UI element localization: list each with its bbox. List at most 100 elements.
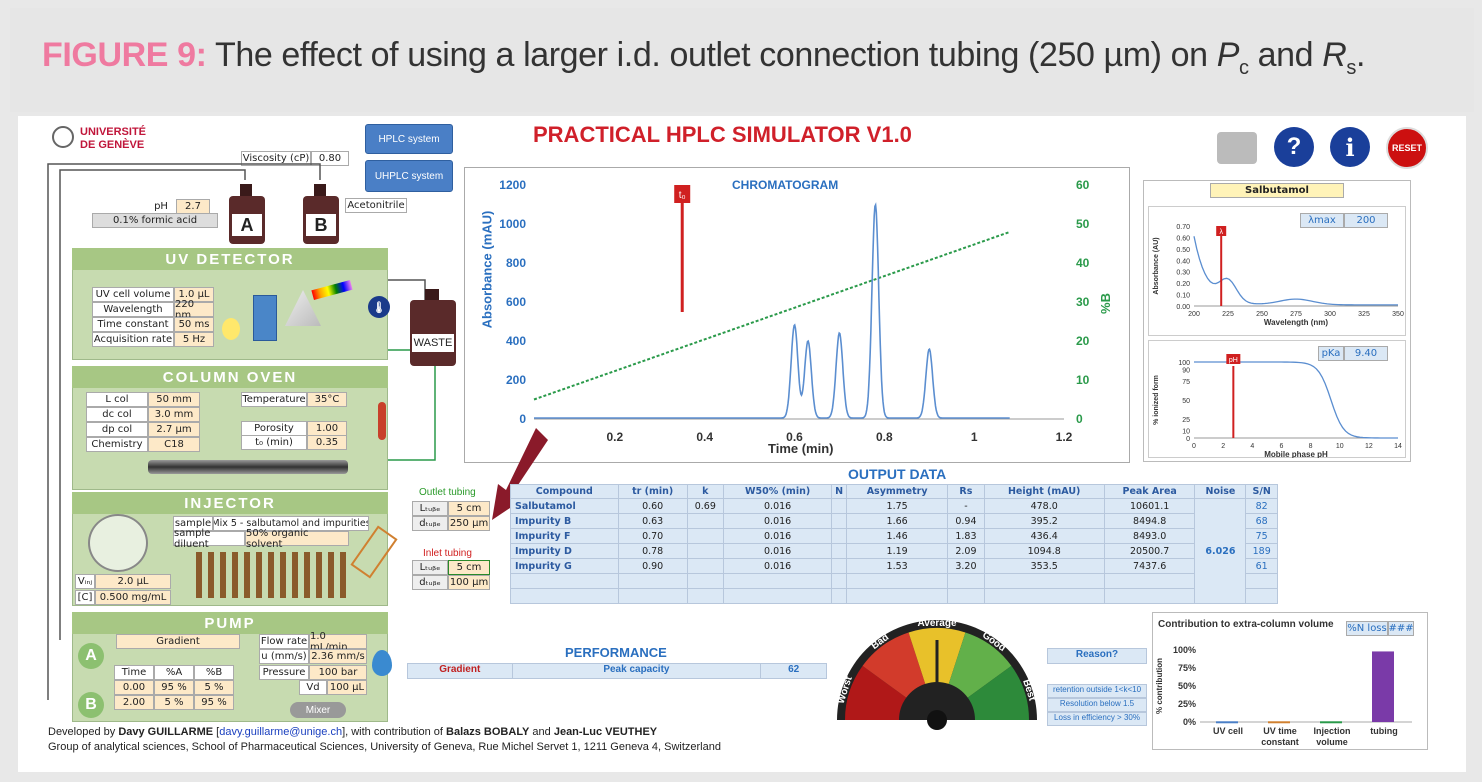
help-icon[interactable]: ?: [1274, 127, 1314, 167]
reason-box: Reason? retention outside 1<k<10 Resolutio…: [1047, 648, 1147, 726]
diluent-value[interactable]: 50% organic solvent: [245, 528, 349, 550]
output-header-cell: W50% (min): [722, 484, 833, 499]
y2-tick-label: 40: [1076, 256, 1090, 270]
gradient-cell[interactable]: 95 %: [194, 695, 234, 710]
gradient-row: 0.00 95 % 5 %: [114, 680, 234, 695]
uv-param-value[interactable]: 5 Hz: [174, 332, 214, 347]
inlet-d-value[interactable]: 100 µm: [448, 575, 490, 590]
sn-cell: 68: [1245, 513, 1278, 529]
y-tick-label: 0: [519, 412, 526, 426]
mixer-label: Mixer: [290, 702, 346, 718]
extra-cat-label: Injection: [1313, 726, 1350, 736]
bottle-b-label: B: [306, 214, 336, 236]
vd-value[interactable]: 100 µL: [327, 680, 367, 695]
output-cell: [947, 573, 985, 589]
uhplc-system-button[interactable]: UHPLC system: [365, 160, 453, 192]
output-cell: 1.53: [845, 558, 949, 574]
flow-value[interactable]: 1.0 mL/min: [309, 631, 367, 653]
extra-column-chart: 0% 25% 50% 75% 100% % contribution UV cell UV t…: [1155, 645, 1412, 747]
output-row: Impurity G 0.90 0.016 1.53 3.20 353.5 7437.6 61: [510, 558, 1278, 574]
injection-valve-icon[interactable]: [88, 514, 148, 572]
uv-param-label: Acquisition rate: [92, 332, 174, 347]
solvent-b-desc[interactable]: Acetonitrile: [345, 198, 407, 213]
viscosity-value[interactable]: 0.80: [311, 151, 349, 166]
affiliation-line: Group of analytical sciences, School of …: [48, 741, 721, 753]
nloss-label: %N loss: [1346, 621, 1388, 636]
pump-mode[interactable]: Gradient: [116, 634, 240, 649]
ph-value[interactable]: 2.7: [176, 199, 210, 214]
uv-detector-title: UV DETECTOR: [72, 248, 388, 270]
channel-a-badge: A: [78, 643, 104, 669]
temperature-value[interactable]: 35°C: [307, 392, 347, 407]
y-tick-label: 400: [506, 334, 526, 348]
conc-label: [C]: [75, 590, 95, 605]
output-cell: 478.0: [983, 498, 1105, 514]
uv-param-value[interactable]: 50 ms: [174, 317, 214, 332]
gradient-cell[interactable]: 5 %: [154, 695, 194, 710]
gauge-label: Average: [917, 618, 957, 629]
t0-label: t₀: [679, 190, 686, 201]
output-cell: Impurity G: [510, 558, 619, 574]
gradient-cell[interactable]: 0.00: [114, 680, 154, 695]
output-data-table: Compound tr (min) k W50% (min) N Asymmetry Rs H…: [510, 484, 1278, 604]
uv-param-value[interactable]: 1.0 µL: [174, 287, 214, 302]
outlet-l-value[interactable]: 5 cm: [448, 501, 490, 516]
outlet-d-value[interactable]: 250 µm: [448, 516, 490, 531]
column-param-value[interactable]: 2.7 µm: [148, 422, 200, 437]
column-param-value[interactable]: 50 mm: [148, 392, 200, 407]
y-tick-label: 1000: [499, 217, 526, 231]
bottle-b-cap: [314, 184, 326, 196]
extra-bar: [1216, 721, 1238, 724]
output-cell: 395.2: [983, 513, 1105, 529]
y-tick-label: 1200: [499, 178, 526, 192]
compound-name[interactable]: Salbutamol: [1210, 183, 1344, 198]
waste-cap: [425, 289, 439, 301]
output-cell: [686, 543, 724, 559]
inlet-l-value[interactable]: 5 cm: [448, 560, 490, 575]
email-link[interactable]: davy.guillarme@unige.ch: [219, 726, 343, 738]
output-cell: [686, 558, 724, 574]
spec-trace: [1193, 236, 1399, 306]
extra-bar: [1320, 721, 1342, 724]
waste-bottle: [410, 300, 456, 366]
extra-bar: [1268, 721, 1290, 724]
arrow-indicator: [492, 428, 548, 520]
gauge-segment: [967, 665, 1029, 720]
output-cell: 0.016: [722, 513, 833, 529]
y2-tick-label: 30: [1076, 295, 1090, 309]
porosity-value[interactable]: 1.00: [307, 421, 347, 436]
sample-value[interactable]: Mix 5 - salbutamol and impurities: [213, 516, 369, 531]
hplc-system-button[interactable]: HPLC system: [365, 124, 453, 154]
extra-cat-label: UV time: [1263, 726, 1297, 736]
output-cell: Salbutamol: [510, 498, 619, 514]
ion-x-tick: 14: [1394, 443, 1402, 450]
reset-button[interactable]: RESET: [1386, 127, 1428, 169]
gradient-cell[interactable]: 5 %: [194, 680, 234, 695]
vinj-value[interactable]: 2.0 µL: [95, 574, 171, 589]
extra-cat-label: UV cell: [1213, 726, 1243, 736]
y-tick-label: 800: [506, 256, 526, 270]
spec-x-tick: 200: [1188, 311, 1200, 318]
spec-y-tick: 0.40: [1176, 258, 1190, 265]
column-param-value[interactable]: C18: [148, 437, 200, 452]
column-row: dp col 2.7 µm: [86, 422, 200, 437]
inlet-d-label: dₜᵤᵦₑ: [412, 575, 448, 590]
output-cell: [1103, 588, 1196, 604]
uv-param-value[interactable]: 220 nm: [174, 299, 214, 321]
y2-tick-label: 0: [1076, 412, 1083, 426]
printer-icon[interactable]: [1217, 132, 1257, 164]
output-cell: 8493.0: [1103, 528, 1196, 544]
sn-cell: 189: [1245, 543, 1278, 559]
diluent-label: sample diluent: [173, 528, 245, 550]
info-icon[interactable]: i: [1330, 127, 1370, 167]
ion-x-tick: 8: [1309, 443, 1313, 450]
gradient-cell[interactable]: 95 %: [154, 680, 194, 695]
conc-value[interactable]: 0.500 mg/mL: [95, 590, 171, 605]
sn-cell: 75: [1245, 528, 1278, 544]
output-cell: [983, 573, 1105, 589]
output-cell: [831, 573, 847, 589]
sn-cell: [1245, 588, 1278, 604]
column-param-value[interactable]: 3.0 mm: [148, 407, 200, 422]
gradient-cell[interactable]: 2.00: [114, 695, 154, 710]
